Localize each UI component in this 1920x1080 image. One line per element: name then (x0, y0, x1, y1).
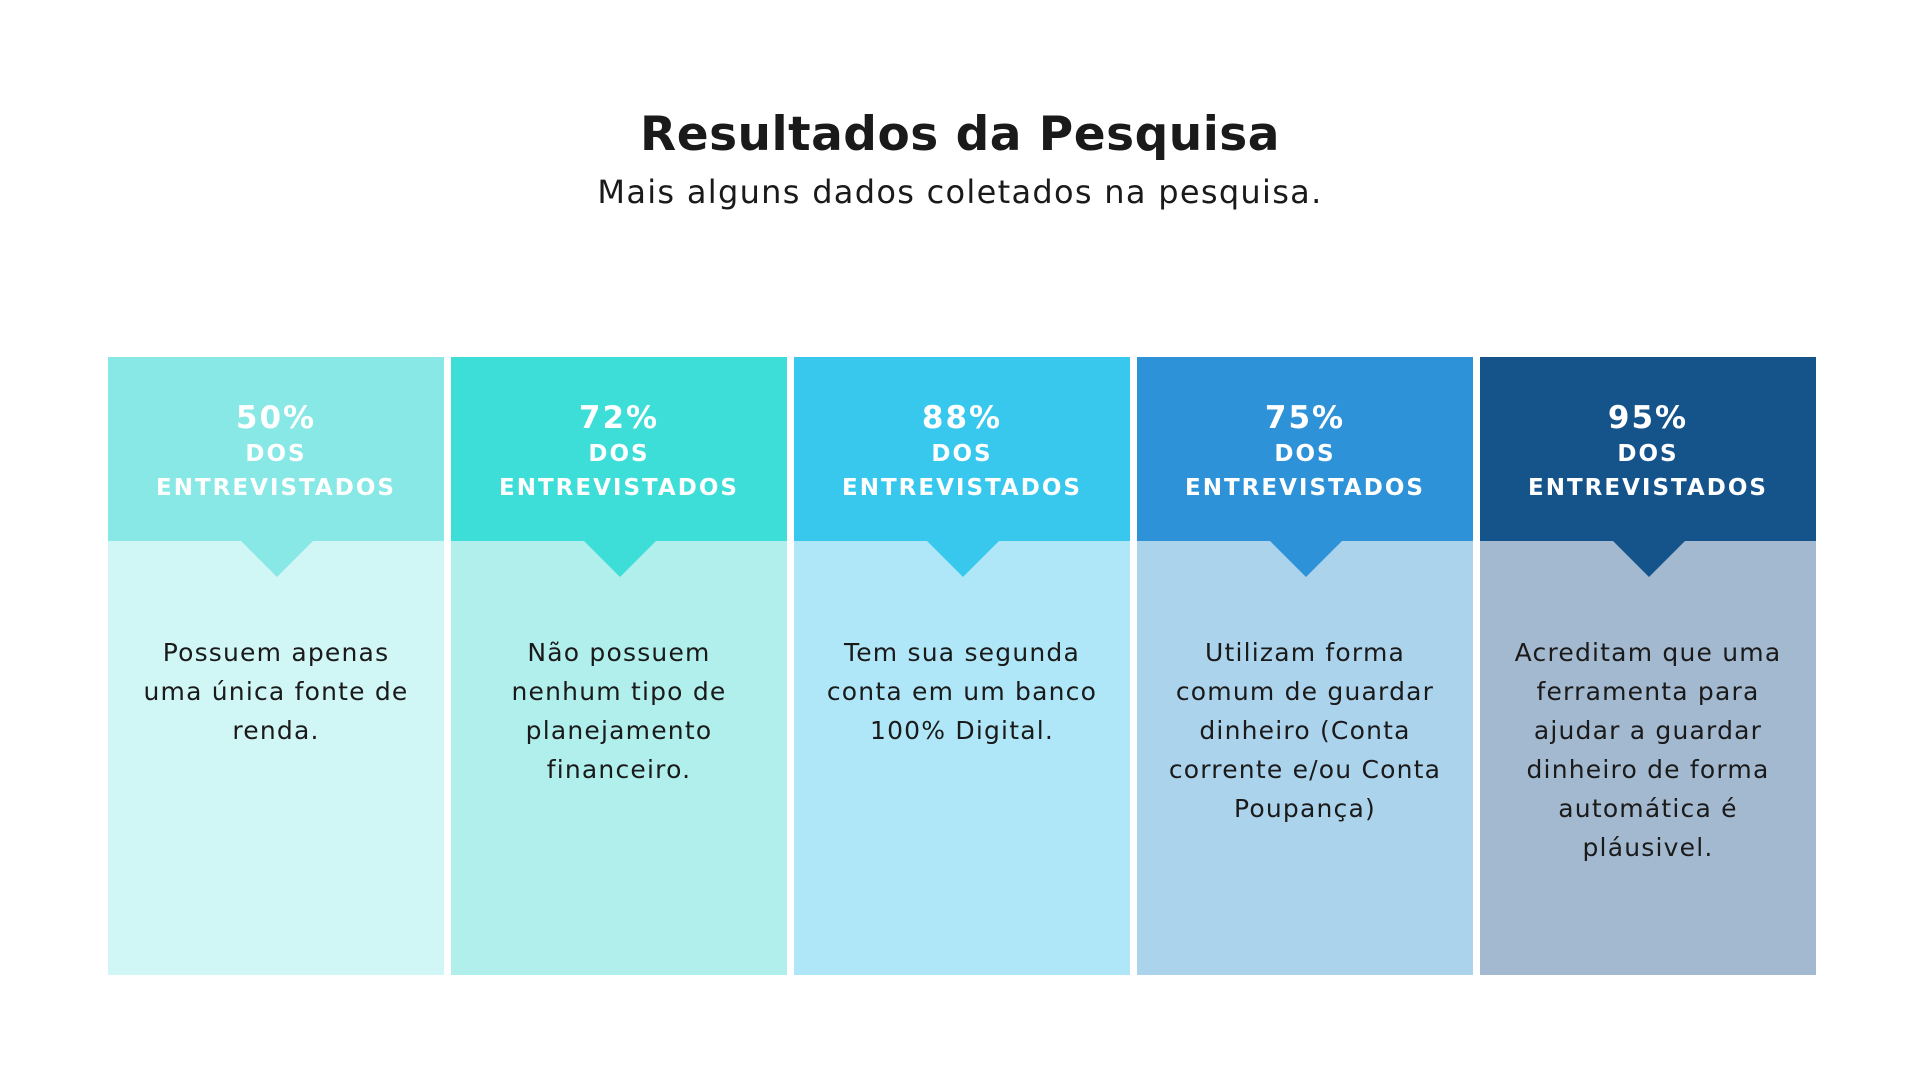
stat-card-header: 72% DOS ENTREVISTADOS (451, 357, 787, 541)
stat-card-header: 88% DOS ENTREVISTADOS (794, 357, 1130, 541)
stat-card-header: 95% DOS ENTREVISTADOS (1480, 357, 1816, 541)
stat-card-body: Possuem apenas uma única fonte de renda. (108, 541, 444, 975)
pointer-arrow (926, 540, 1000, 577)
stat-description: Utilizam forma comum de guardar dinheiro… (1168, 638, 1442, 823)
stat-label: DOS ENTREVISTADOS (1185, 441, 1425, 501)
pointer-arrow (240, 540, 314, 577)
stat-card-body: Não possuem nenhum tipo de planejamento … (451, 541, 787, 975)
stat-description: Não possuem nenhum tipo de planejamento … (511, 638, 727, 784)
stat-card: 88% DOS ENTREVISTADOS Tem sua segunda co… (794, 357, 1130, 975)
stat-card-header: 50% DOS ENTREVISTADOS (108, 357, 444, 541)
stat-percent: 95% (1607, 400, 1689, 436)
stat-label: DOS ENTREVISTADOS (842, 441, 1082, 501)
stat-description: Possuem apenas uma única fonte de renda. (143, 638, 409, 745)
stat-description: Tem sua segunda conta em um banco 100% D… (826, 638, 1098, 745)
stat-label: DOS ENTREVISTADOS (156, 441, 396, 501)
stat-percent: 72% (578, 400, 660, 436)
page-title: Resultados da Pesquisa (640, 107, 1280, 162)
stat-card: 75% DOS ENTREVISTADOS Utilizam forma com… (1137, 357, 1473, 975)
stat-percent: 75% (1264, 400, 1346, 436)
stat-percent: 88% (921, 400, 1003, 436)
page-subtitle: Mais alguns dados coletados na pesquisa. (597, 173, 1323, 211)
stat-card: 72% DOS ENTREVISTADOS Não possuem nenhum… (451, 357, 787, 975)
stat-percent: 50% (235, 400, 317, 436)
pointer-arrow (583, 540, 657, 577)
stat-card-body: Tem sua segunda conta em um banco 100% D… (794, 541, 1130, 975)
stat-card-body: Utilizam forma comum de guardar dinheiro… (1137, 541, 1473, 975)
stat-card: 50% DOS ENTREVISTADOS Possuem apenas uma… (108, 357, 444, 975)
stats-cards: 50% DOS ENTREVISTADOS Possuem apenas uma… (108, 357, 1816, 975)
stat-description: Acreditam que uma ferramenta para ajudar… (1514, 638, 1782, 862)
stat-card-header: 75% DOS ENTREVISTADOS (1137, 357, 1473, 541)
stat-card: 95% DOS ENTREVISTADOS Acreditam que uma … (1480, 357, 1816, 975)
stat-label: DOS ENTREVISTADOS (1528, 441, 1768, 501)
pointer-arrow (1612, 540, 1686, 577)
stat-card-body: Acreditam que uma ferramenta para ajudar… (1480, 541, 1816, 975)
stat-label: DOS ENTREVISTADOS (499, 441, 739, 501)
pointer-arrow (1269, 540, 1343, 577)
